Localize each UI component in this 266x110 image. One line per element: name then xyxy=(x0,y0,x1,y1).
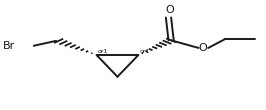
Text: or1: or1 xyxy=(140,49,150,54)
Text: or1: or1 xyxy=(98,49,108,54)
Text: O: O xyxy=(198,43,207,53)
Text: Br: Br xyxy=(3,41,15,51)
Text: O: O xyxy=(165,5,174,15)
